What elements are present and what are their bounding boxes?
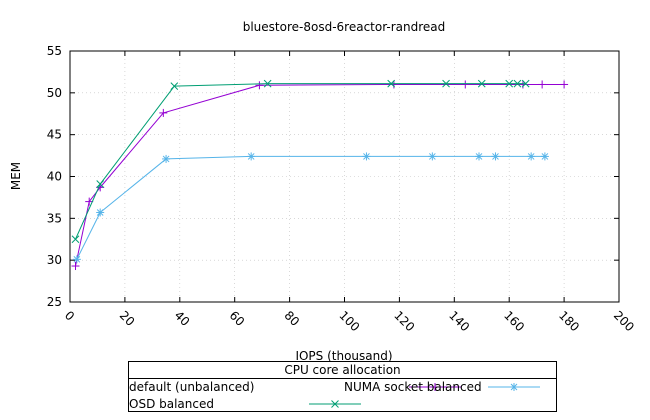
data-point [491, 152, 500, 161]
series-line [75, 83, 526, 240]
y-tick-label: 45 [47, 128, 62, 142]
data-point [540, 152, 549, 161]
data-point [477, 79, 486, 88]
series-line [75, 83, 565, 267]
x-tick-label: 140 [446, 308, 472, 334]
x-tick-label: 40 [172, 308, 193, 329]
legend-label-osd: OSD balanced [129, 397, 214, 411]
data-point [71, 235, 80, 244]
legend-sample-osd [309, 400, 361, 408]
legend-sample-default [409, 383, 461, 391]
y-axis-label: MEM [9, 162, 23, 190]
data-point [538, 80, 547, 89]
series-1 [72, 152, 549, 264]
x-tick-label: 180 [556, 308, 582, 334]
y-tick-label: 25 [47, 295, 62, 309]
data-point [518, 80, 527, 89]
data-point [72, 255, 81, 264]
data-point [362, 152, 371, 161]
legend-label-default: default (unbalanced) [129, 380, 255, 394]
plot-frame [69, 50, 620, 303]
x-tick-label: 80 [281, 308, 302, 329]
y-tick-label: 55 [47, 44, 62, 58]
x-tick-label: 120 [391, 308, 417, 334]
data-point [162, 154, 171, 163]
data-point [255, 81, 264, 90]
series-group [71, 79, 569, 271]
series-line [76, 155, 545, 260]
chart-title: bluestore-8osd-6reactor-randread [243, 20, 446, 34]
legend-label-numa: NUMA socket balanced [344, 380, 482, 394]
data-point [428, 152, 437, 161]
data-point [170, 82, 179, 90]
legend-title: CPU core allocation [129, 362, 556, 379]
data-point [247, 152, 256, 161]
data-point [513, 79, 522, 88]
data-point [263, 79, 272, 88]
data-point [475, 152, 484, 161]
y-tick-label: 40 [47, 170, 62, 184]
y-tick-label: 50 [47, 86, 62, 100]
x-axis: 0 20 40 60 80 100 120 140 160 180 200 [62, 51, 637, 334]
x-tick-label: 20 [117, 308, 138, 329]
data-point [442, 79, 450, 88]
legend-sample-numa [488, 383, 540, 391]
x-tick-label: 60 [227, 308, 248, 329]
data-point [560, 80, 569, 89]
x-axis-label: IOPS (thousand) [295, 349, 392, 363]
legend-marker [510, 383, 518, 391]
series-2 [71, 79, 530, 244]
x-tick-label: 200 [611, 308, 637, 334]
x-tick-label: 0 [62, 308, 77, 323]
data-point [461, 80, 470, 89]
x-tick-label: 160 [501, 308, 527, 334]
y-axis: 25 30 35 40 45 50 55 [47, 44, 619, 309]
legend-marker [331, 400, 339, 408]
grid-lines [70, 51, 619, 302]
data-point [96, 180, 105, 188]
series-0 [71, 80, 569, 271]
data-point [387, 79, 396, 88]
data-point [159, 108, 168, 117]
data-point [96, 208, 105, 217]
data-point [71, 262, 80, 271]
data-point [521, 79, 530, 88]
legend: CPU core allocation default (unbalanced)… [128, 361, 557, 412]
data-point [527, 152, 536, 161]
x-tick-label: 100 [336, 308, 362, 334]
y-tick-label: 35 [47, 211, 62, 225]
y-tick-label: 30 [47, 253, 62, 267]
data-point [389, 80, 398, 89]
legend-marker [431, 383, 439, 391]
data-point [505, 79, 514, 88]
